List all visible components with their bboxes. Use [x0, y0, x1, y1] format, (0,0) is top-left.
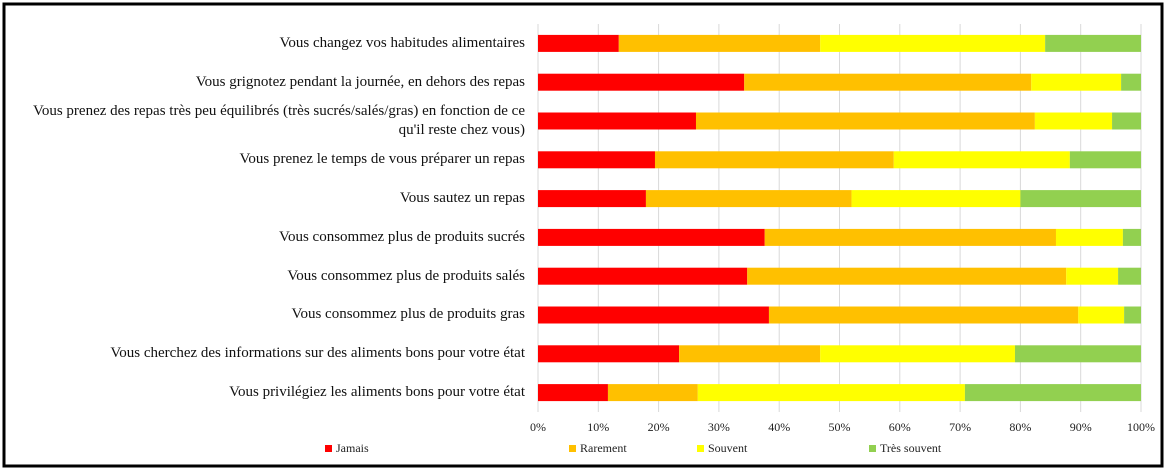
legend-swatch [325, 445, 332, 452]
bar-segment [1031, 73, 1122, 91]
category-label-box: Vous privilégiez les aliments bons pour … [229, 384, 525, 401]
bar-segment [695, 112, 1035, 130]
legend-label: Très souvent [880, 441, 942, 455]
bar-segment [1045, 34, 1141, 52]
category-label: Vous privilégiez les aliments bons pour … [229, 384, 525, 401]
bar-segment [851, 190, 1021, 208]
x-tick-label: 70% [949, 420, 971, 434]
bar-segment [1078, 306, 1125, 324]
bar-segment [618, 34, 821, 52]
legend-label: Souvent [708, 441, 748, 455]
bar-segment [538, 73, 745, 91]
category-label: Vous prenez des repas très peu équilibré… [32, 102, 525, 138]
x-tick-label: 90% [1070, 420, 1092, 434]
category-label: Vous grignotez pendant la journée, en de… [195, 73, 525, 90]
x-tick-label: 30% [708, 420, 730, 434]
bar-segment [679, 345, 821, 363]
legend-label: Jamais [336, 441, 369, 455]
category-label-box: Vous sautez un repas [399, 190, 525, 207]
bar-segment [645, 190, 852, 208]
category-label-box: Vous cherchez des informations sur des a… [110, 345, 525, 362]
bar-segment [538, 151, 655, 169]
bar-segment [538, 190, 646, 208]
bar-segment [538, 228, 765, 246]
x-tick-label: 0% [530, 420, 546, 434]
bar-segment [1034, 112, 1113, 130]
bar-segment [654, 151, 894, 169]
bar-segment [893, 151, 1070, 169]
x-tick-label: 10% [587, 420, 609, 434]
bar-segment [764, 228, 1056, 246]
category-label-box: Vous consommez plus de produits sucrés [279, 228, 525, 245]
category-label: Vous sautez un repas [399, 190, 525, 207]
bar-segment [607, 384, 698, 402]
category-label: Vous changez vos habitudes alimentaires [279, 34, 526, 51]
x-tick-label: 100% [1127, 420, 1155, 434]
category-label-box: Vous changez vos habitudes alimentaires [279, 34, 526, 51]
bar-segment [820, 345, 1015, 363]
bar-segment [1118, 267, 1141, 285]
bar-segment [1014, 345, 1141, 363]
category-label-box: Vous grignotez pendant la journée, en de… [195, 73, 525, 90]
category-label-box: Vous prenez des repas très peu équilibré… [32, 102, 525, 138]
bar-segment [1121, 73, 1141, 91]
legend-swatch [697, 445, 704, 452]
bar-segment [538, 345, 680, 363]
x-tick-label: 40% [768, 420, 790, 434]
legend-label: Rarement [580, 441, 627, 455]
category-label: Vous consommez plus de produits sucrés [279, 228, 525, 245]
bar-segment [1020, 190, 1141, 208]
bar-segment [964, 384, 1141, 402]
bar-segment [538, 112, 696, 130]
bar-segment [1069, 151, 1141, 169]
bar-segment [538, 384, 608, 402]
bar-segment [538, 34, 619, 52]
category-label-box: Vous prenez le temps de vous préparer un… [239, 151, 525, 168]
bar-segment [538, 267, 748, 285]
x-tick-label: 60% [889, 420, 911, 434]
category-label: Vous prenez le temps de vous préparer un… [239, 151, 525, 168]
bar-segment [1066, 267, 1119, 285]
bar-segment [1055, 228, 1123, 246]
bar-segment [1124, 306, 1141, 324]
bar-segment [768, 306, 1079, 324]
x-tick-label: 20% [648, 420, 670, 434]
bar-segment [747, 267, 1067, 285]
category-label: Vous consommez plus de produits salés [287, 267, 525, 284]
bar-segment [744, 73, 1032, 91]
bar-segment [1122, 228, 1141, 246]
category-label: Vous cherchez des informations sur des a… [110, 345, 525, 362]
bar-segment [1112, 112, 1141, 130]
bar-segment [538, 306, 769, 324]
legend-swatch [569, 445, 576, 452]
category-label-box: Vous consommez plus de produits gras [291, 306, 525, 323]
category-label: Vous consommez plus de produits gras [291, 306, 525, 323]
bar-segment [820, 34, 1046, 52]
bar-segment [697, 384, 965, 402]
x-tick-label: 80% [1009, 420, 1031, 434]
x-tick-label: 50% [829, 420, 851, 434]
legend-swatch [869, 445, 876, 452]
category-label-box: Vous consommez plus de produits salés [287, 267, 525, 284]
